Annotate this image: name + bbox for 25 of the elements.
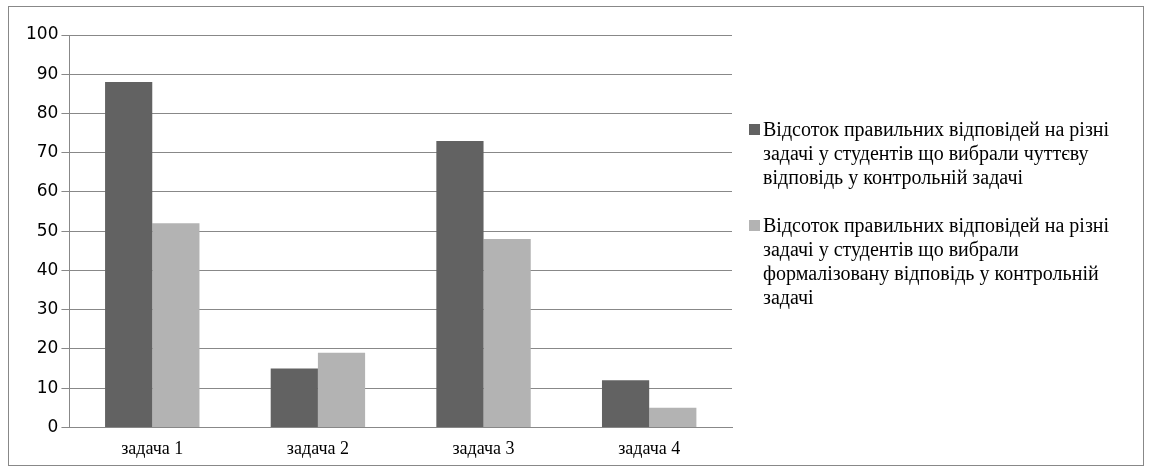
- bar: [649, 407, 697, 427]
- x-tick-label: задача 1: [121, 437, 184, 458]
- y-tick-label: 20: [36, 337, 59, 358]
- bar: [483, 239, 531, 427]
- x-tick-label: задача 3: [452, 437, 515, 458]
- y-tick-label: 10: [36, 376, 59, 397]
- legend-label: Відсоток правильних відповідей на різні задачі у студентів що вибрали чуттєву відповідь у контрольній задачі: [763, 117, 1111, 189]
- y-tick-label: 40: [36, 258, 59, 279]
- y-tick-label: 30: [36, 298, 59, 319]
- bar: [270, 368, 318, 427]
- y-tick-label: 70: [36, 141, 59, 162]
- y-tick-label: 90: [36, 62, 59, 83]
- bar: [436, 140, 484, 427]
- bar: [601, 380, 650, 427]
- bar: [317, 352, 366, 427]
- y-tick-label: 80: [36, 101, 59, 122]
- bar: [152, 223, 200, 427]
- y-tick-label: 0: [47, 415, 59, 436]
- y-tick-label: 50: [36, 219, 59, 240]
- x-tick-label: задача 4: [618, 437, 681, 458]
- legend-label: Відсоток правильних відповідей на різні задачі у студентів що вибрали формалізовану відповідь у контрольній задачі: [763, 213, 1111, 309]
- y-tick-label: 60: [36, 180, 59, 201]
- bar: [105, 82, 153, 427]
- x-tick-label: задача 2: [286, 437, 349, 458]
- y-tick-label: 100: [25, 23, 59, 44]
